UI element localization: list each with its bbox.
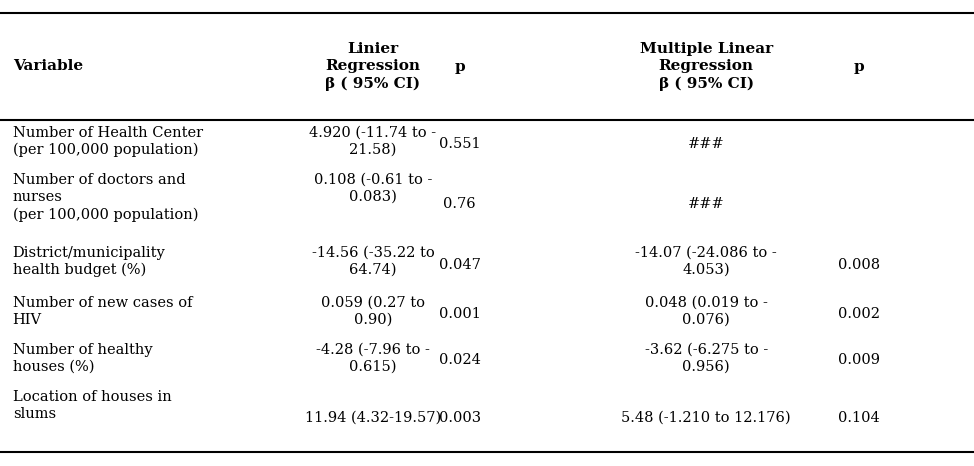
Text: p: p — [854, 60, 864, 74]
Text: 5.48 (-1.210 to 12.176): 5.48 (-1.210 to 12.176) — [621, 411, 791, 425]
Text: Number of doctors and
nurses
(per 100,000 population): Number of doctors and nurses (per 100,00… — [13, 172, 198, 222]
Text: 0.003: 0.003 — [438, 411, 481, 425]
Text: Multiple Linear
Regression
β ( 95% CI): Multiple Linear Regression β ( 95% CI) — [640, 42, 772, 91]
Text: Number of new cases of
HIV: Number of new cases of HIV — [13, 295, 192, 327]
Text: Variable: Variable — [13, 60, 83, 74]
Text: Number of healthy
houses (%): Number of healthy houses (%) — [13, 343, 152, 374]
Text: 0.108 (-0.61 to -
0.083): 0.108 (-0.61 to - 0.083) — [314, 172, 432, 204]
Text: 0.104: 0.104 — [839, 411, 880, 425]
Text: -14.07 (-24.086 to -
4.053): -14.07 (-24.086 to - 4.053) — [635, 246, 777, 277]
Text: Number of Health Center
(per 100,000 population): Number of Health Center (per 100,000 pop… — [13, 126, 203, 158]
Text: 4.920 (-11.74 to -
21.58): 4.920 (-11.74 to - 21.58) — [310, 126, 436, 157]
Text: 0.024: 0.024 — [439, 354, 480, 368]
Text: 0.001: 0.001 — [439, 307, 480, 321]
Text: -14.56 (-35.22 to
64.74): -14.56 (-35.22 to 64.74) — [312, 246, 434, 277]
Text: 0.002: 0.002 — [838, 307, 880, 321]
Text: -4.28 (-7.96 to -
0.615): -4.28 (-7.96 to - 0.615) — [317, 343, 430, 374]
Text: 11.94 (4.32-19.57): 11.94 (4.32-19.57) — [305, 411, 441, 425]
Text: District/municipality
health budget (%): District/municipality health budget (%) — [13, 246, 166, 277]
Text: p: p — [455, 60, 465, 74]
Text: Location of houses in
slums: Location of houses in slums — [13, 390, 171, 421]
Text: Linier
Regression
β ( 95% CI): Linier Regression β ( 95% CI) — [325, 42, 421, 91]
Text: -3.62 (-6.275 to -
0.956): -3.62 (-6.275 to - 0.956) — [645, 343, 768, 374]
Text: 0.008: 0.008 — [838, 258, 880, 272]
Text: ###: ### — [688, 137, 725, 151]
Text: 0.551: 0.551 — [439, 137, 480, 151]
Text: 0.048 (0.019 to -
0.076): 0.048 (0.019 to - 0.076) — [645, 295, 768, 327]
Text: 0.047: 0.047 — [439, 258, 480, 272]
Text: 0.76: 0.76 — [443, 197, 476, 211]
Text: 0.059 (0.27 to
0.90): 0.059 (0.27 to 0.90) — [321, 295, 425, 327]
Text: 0.009: 0.009 — [838, 354, 880, 368]
Text: ###: ### — [688, 197, 725, 211]
